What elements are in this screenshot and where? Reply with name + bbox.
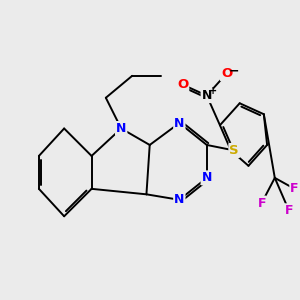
- Text: S: S: [230, 144, 239, 157]
- Text: F: F: [257, 196, 266, 210]
- Text: N: N: [202, 89, 212, 102]
- Text: O: O: [221, 67, 232, 80]
- Text: −: −: [229, 64, 239, 77]
- Text: N: N: [202, 171, 212, 184]
- Text: N: N: [174, 193, 184, 206]
- Text: N: N: [174, 116, 184, 130]
- Text: F: F: [285, 204, 293, 217]
- Text: +: +: [208, 86, 217, 96]
- Text: O: O: [177, 78, 188, 91]
- Text: F: F: [290, 182, 299, 195]
- Text: N: N: [116, 122, 126, 135]
